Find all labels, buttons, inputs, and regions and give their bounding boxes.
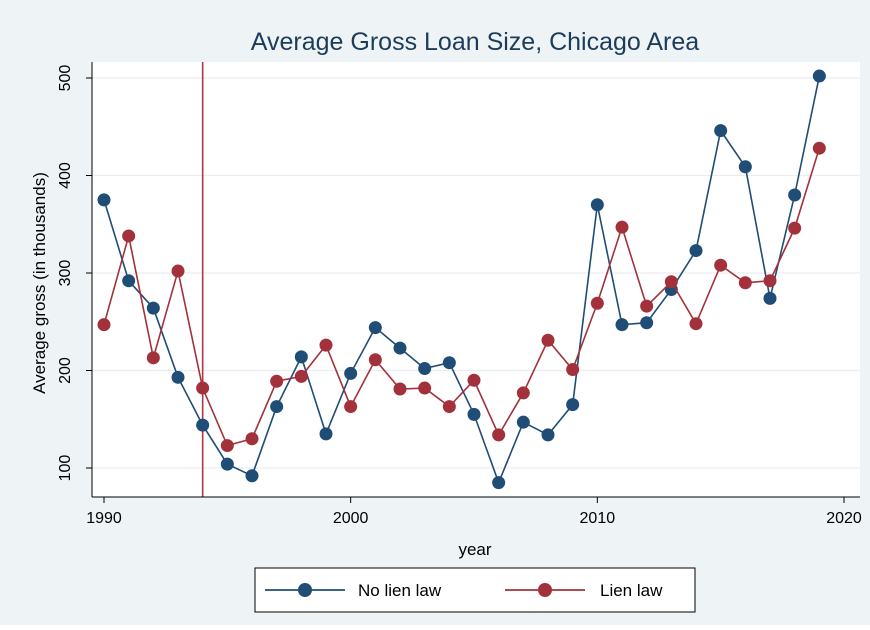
data-point bbox=[393, 382, 407, 396]
ticks: 100 200 300 400 500 1990 2000 2010 2020 bbox=[57, 65, 862, 527]
data-point bbox=[418, 381, 432, 395]
data-point bbox=[640, 316, 654, 330]
legend-label-lien: Lien law bbox=[600, 581, 663, 600]
y-axis-label: Average gross (in thousands) bbox=[30, 172, 49, 394]
data-point bbox=[812, 69, 826, 83]
series-line bbox=[103, 147, 821, 447]
data-point bbox=[714, 124, 728, 138]
series-line bbox=[103, 75, 821, 485]
y-tick-label: 400 bbox=[57, 162, 74, 189]
data-point bbox=[344, 400, 358, 414]
y-tick-label: 300 bbox=[57, 260, 74, 287]
data-point bbox=[245, 432, 259, 446]
data-point bbox=[146, 351, 160, 365]
data-point bbox=[220, 457, 234, 471]
x-axis-label: year bbox=[458, 540, 491, 559]
chart-title: Average Gross Loan Size, Chicago Area bbox=[251, 28, 700, 56]
data-point bbox=[516, 386, 530, 400]
data-point bbox=[122, 274, 136, 288]
data-point bbox=[492, 476, 506, 490]
data-point bbox=[220, 439, 234, 453]
data-point bbox=[590, 296, 604, 310]
data-point bbox=[664, 275, 678, 289]
data-point bbox=[122, 229, 136, 243]
data-point bbox=[294, 350, 308, 364]
data-point bbox=[196, 418, 210, 432]
y-tick-label: 200 bbox=[57, 357, 74, 384]
data-point bbox=[763, 291, 777, 305]
data-point bbox=[294, 369, 308, 383]
data-point bbox=[788, 188, 802, 202]
data-point bbox=[418, 362, 432, 376]
data-point bbox=[689, 244, 703, 258]
legend: No lien law Lien law bbox=[254, 567, 696, 613]
data-point bbox=[590, 198, 604, 212]
series-no-lien-law bbox=[97, 69, 826, 490]
data-point bbox=[566, 398, 580, 412]
data-point bbox=[689, 317, 703, 331]
data-point bbox=[615, 318, 629, 332]
data-point bbox=[270, 374, 284, 388]
axes bbox=[91, 62, 860, 498]
plot-area bbox=[92, 62, 860, 497]
x-tick-label: 2000 bbox=[333, 510, 369, 527]
legend-marker-lien bbox=[538, 583, 552, 597]
data-point bbox=[319, 338, 333, 352]
data-point bbox=[738, 160, 752, 174]
data-point bbox=[270, 400, 284, 414]
legend-label-no-lien: No lien law bbox=[358, 581, 442, 600]
x-tick-label: 2020 bbox=[826, 510, 862, 527]
data-point bbox=[368, 321, 382, 335]
data-point bbox=[146, 301, 160, 315]
data-point bbox=[393, 341, 407, 355]
data-point bbox=[171, 264, 185, 278]
data-point bbox=[566, 363, 580, 377]
data-point bbox=[788, 221, 802, 235]
y-tick-label: 100 bbox=[57, 455, 74, 482]
data-point bbox=[319, 427, 333, 441]
data-point bbox=[245, 469, 259, 483]
y-tick-label: 500 bbox=[57, 65, 74, 92]
series-group bbox=[97, 69, 826, 490]
data-point bbox=[763, 274, 777, 288]
x-tick-label: 1990 bbox=[86, 510, 122, 527]
legend-marker-no-lien bbox=[298, 583, 312, 597]
data-point bbox=[467, 373, 481, 387]
data-point bbox=[640, 299, 654, 313]
data-point bbox=[196, 381, 210, 395]
data-point bbox=[541, 333, 555, 347]
data-point bbox=[97, 318, 111, 332]
data-point bbox=[516, 415, 530, 429]
data-point bbox=[97, 193, 111, 207]
data-point bbox=[541, 428, 555, 442]
data-point bbox=[492, 428, 506, 442]
data-point bbox=[812, 141, 826, 155]
data-point bbox=[467, 407, 481, 421]
data-point bbox=[171, 370, 185, 384]
data-point bbox=[368, 353, 382, 367]
data-point bbox=[738, 276, 752, 290]
data-point bbox=[442, 356, 456, 370]
data-point bbox=[442, 400, 456, 414]
series-lien-law bbox=[97, 141, 826, 453]
data-point bbox=[615, 220, 629, 234]
data-point bbox=[714, 258, 728, 272]
x-tick-label: 2010 bbox=[580, 510, 616, 527]
data-point bbox=[344, 366, 358, 380]
